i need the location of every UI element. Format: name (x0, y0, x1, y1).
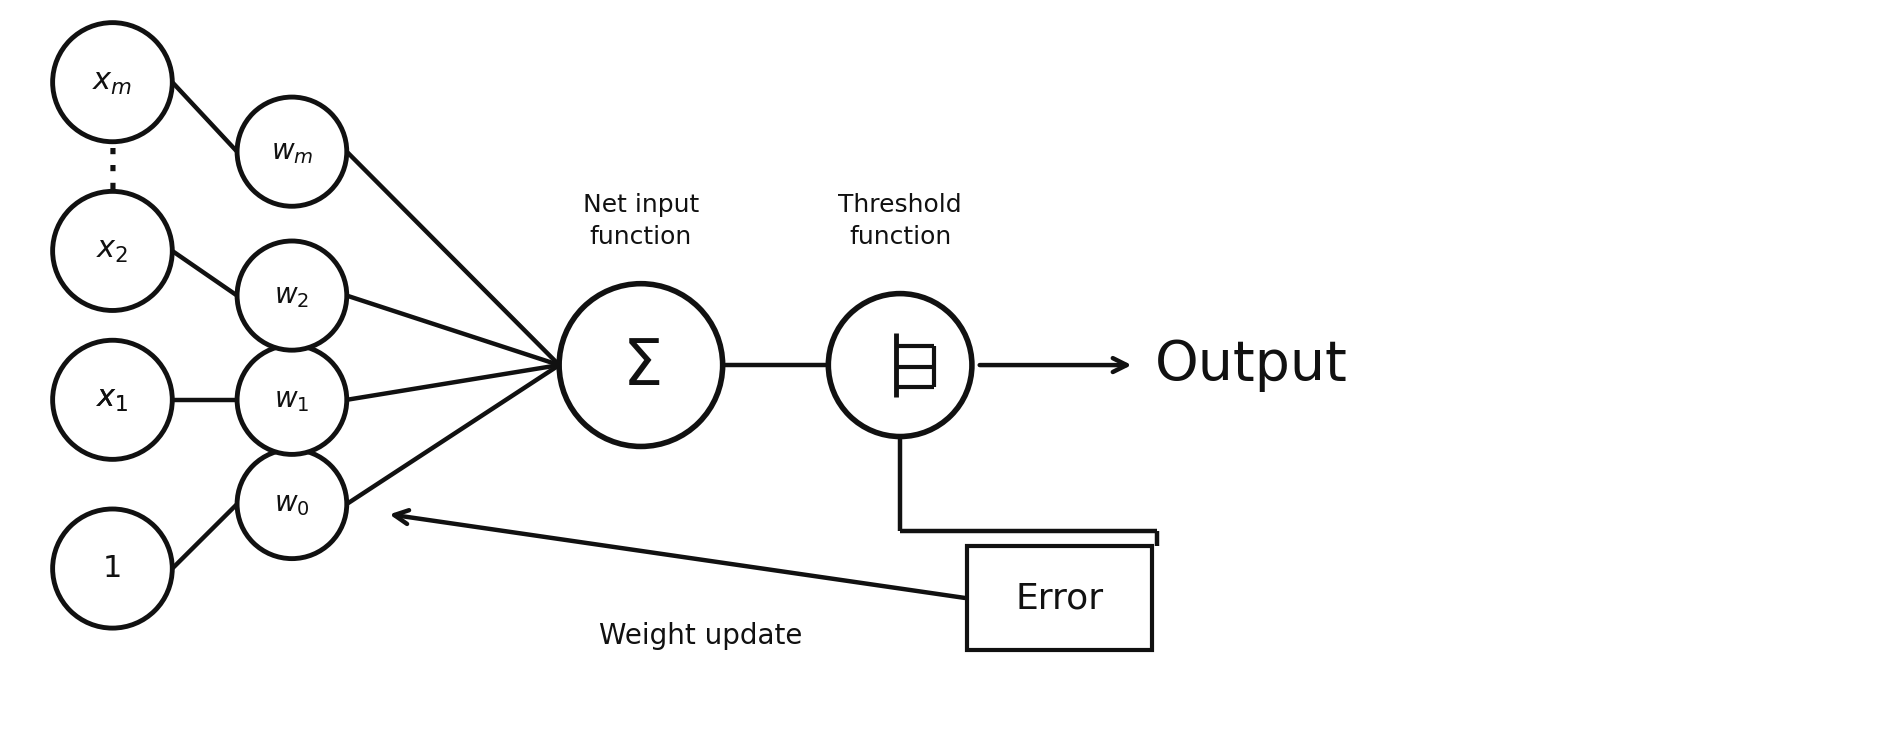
Circle shape (53, 509, 172, 628)
Text: Error: Error (1016, 581, 1104, 616)
Text: $w_1$: $w_1$ (274, 386, 310, 414)
Text: $w_0$: $w_0$ (274, 490, 310, 518)
Text: Net input
function: Net input function (583, 193, 699, 249)
Circle shape (559, 283, 723, 447)
Text: Threshold
function: Threshold function (838, 193, 963, 249)
Text: Output: Output (1154, 338, 1348, 392)
Text: $w_2$: $w_2$ (274, 281, 310, 310)
Text: $x_1$: $x_1$ (96, 385, 128, 414)
Circle shape (53, 191, 172, 310)
Text: 1: 1 (102, 554, 123, 583)
Circle shape (238, 450, 347, 559)
Text: Weight update: Weight update (598, 622, 802, 650)
Bar (967, 546, 1152, 651)
Circle shape (829, 294, 972, 437)
Text: $x_m$: $x_m$ (93, 67, 132, 96)
Circle shape (53, 22, 172, 141)
Text: $w_m$: $w_m$ (270, 138, 313, 165)
Circle shape (238, 241, 347, 350)
Circle shape (238, 346, 347, 454)
Text: ⋮: ⋮ (87, 146, 138, 194)
Text: $\Sigma$: $\Sigma$ (621, 336, 661, 398)
Text: $x_2$: $x_2$ (96, 236, 128, 266)
Text: $x_1$: $x_1$ (96, 385, 128, 414)
Circle shape (53, 340, 172, 459)
Circle shape (238, 97, 347, 206)
